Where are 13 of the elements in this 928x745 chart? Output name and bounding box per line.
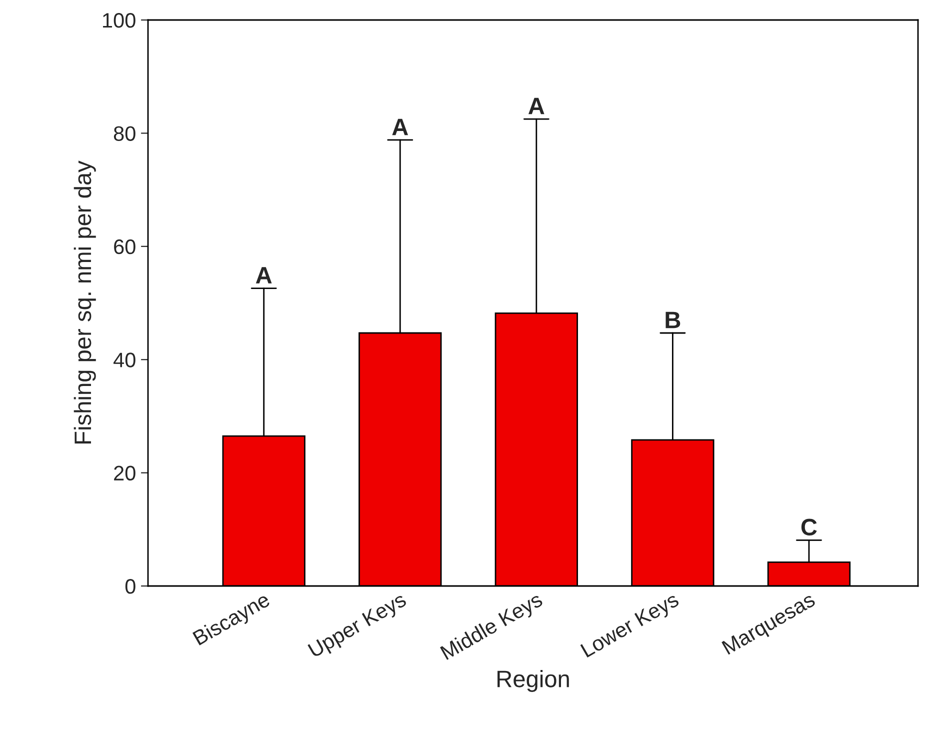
annotation: B (666, 312, 680, 328)
annotation: C (801, 518, 817, 536)
y-axis-title: Fishing per sq. nmi per day (74, 160, 96, 444)
y-tick-label: 80 (114, 126, 136, 141)
y-tick-label: 60 (114, 239, 136, 254)
annotation: A (256, 267, 272, 284)
annotation: A (528, 98, 544, 114)
annotation: A (392, 118, 408, 136)
x-axis-title: Region (498, 670, 569, 692)
y-tick-label: 0 (125, 579, 136, 594)
y-tick-label: 20 (114, 466, 136, 481)
y-tick-label: 100 (103, 13, 136, 28)
y-tick-label: 40 (114, 352, 136, 368)
